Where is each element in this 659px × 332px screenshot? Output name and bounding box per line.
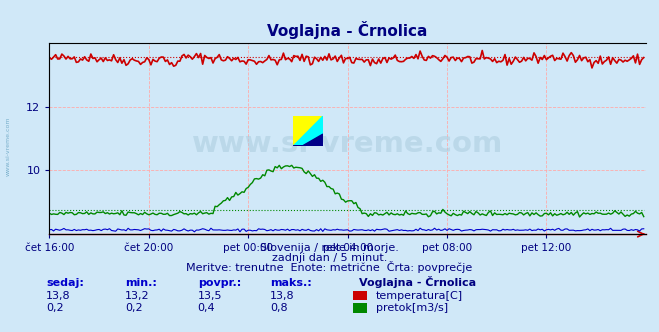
Text: sedaj:: sedaj: (46, 278, 84, 288)
Text: 13,8: 13,8 (270, 291, 295, 301)
Polygon shape (293, 116, 323, 146)
Text: zadnji dan / 5 minut.: zadnji dan / 5 minut. (272, 253, 387, 263)
Text: 13,2: 13,2 (125, 291, 150, 301)
Text: Slovenija / reke in morje.: Slovenija / reke in morje. (260, 243, 399, 253)
Text: www.si-vreme.com: www.si-vreme.com (6, 116, 11, 176)
Text: 13,5: 13,5 (198, 291, 222, 301)
Text: 0,2: 0,2 (46, 303, 64, 313)
Polygon shape (293, 134, 323, 146)
Text: pretok[m3/s]: pretok[m3/s] (376, 303, 447, 313)
Title: Voglajna - Črnolica: Voglajna - Črnolica (268, 21, 428, 39)
Text: Meritve: trenutne  Enote: metrične  Črta: povprečje: Meritve: trenutne Enote: metrične Črta: … (186, 261, 473, 273)
Polygon shape (293, 116, 323, 146)
Text: povpr.:: povpr.: (198, 278, 241, 288)
Text: maks.:: maks.: (270, 278, 312, 288)
Text: 13,8: 13,8 (46, 291, 71, 301)
Text: 0,8: 0,8 (270, 303, 288, 313)
Text: Voglajna - Črnolica: Voglajna - Črnolica (359, 276, 476, 288)
Text: temperatura[C]: temperatura[C] (376, 291, 463, 301)
Text: min.:: min.: (125, 278, 157, 288)
Text: www.si-vreme.com: www.si-vreme.com (192, 130, 503, 158)
Text: 0,2: 0,2 (125, 303, 143, 313)
Text: 0,4: 0,4 (198, 303, 215, 313)
